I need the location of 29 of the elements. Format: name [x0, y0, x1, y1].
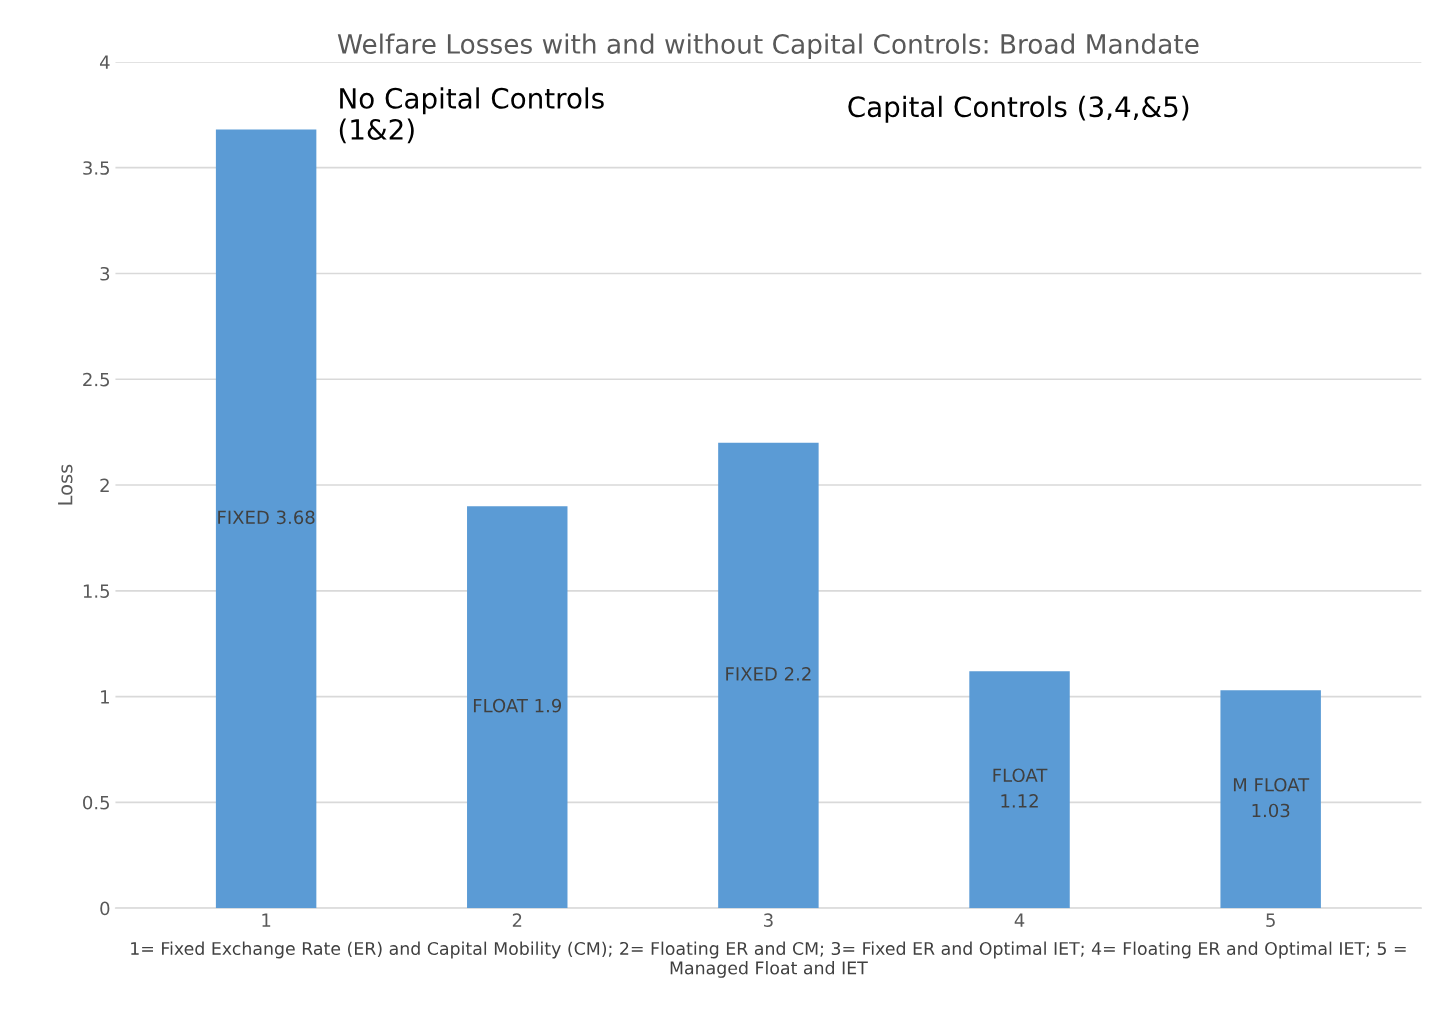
- bar: [467, 506, 568, 909]
- data-label: FLOAT 1.9: [473, 698, 562, 713]
- chart-title: Welfare Losses with and without Capital Controls: Broad Mandate: [337, 33, 1199, 60]
- x-tick-label: 4: [1014, 913, 1025, 927]
- y-tick-label: 2.5: [83, 372, 109, 387]
- y-tick-label: 3: [100, 266, 110, 281]
- y-tick-label: 1.5: [83, 584, 109, 598]
- y-tick-label: 0: [100, 901, 110, 916]
- x-tick-label: 5: [1266, 913, 1275, 927]
- x-tick-label: 1: [262, 913, 271, 927]
- y-axis-title: Loss: [58, 464, 73, 505]
- x-tick-label: 2: [512, 913, 522, 927]
- data-label: FIXED 3.68: [218, 510, 315, 525]
- y-tick-label: 2: [100, 478, 109, 492]
- bar: [718, 442, 819, 909]
- data-label: FIXED 2.2: [726, 667, 811, 681]
- y-tick-label: 1: [101, 690, 109, 704]
- y-tick-label: 4: [99, 55, 110, 69]
- data-label: FLOAT 1.12: [993, 768, 1048, 808]
- y-tick-label: 3.5: [83, 161, 109, 175]
- annotation: No Capital Controls (1&2): [339, 87, 604, 144]
- bar: [215, 129, 317, 909]
- data-label: M FLOAT 1.03: [1233, 777, 1310, 818]
- x-axis-title: 1= Fixed Exchange Rate (ER) and Capital Mobility (CM); 2= Floating ER and CM; 3= Fixed ER and Optimal IET; 4= Floating ER and Optimal IET; 5 = Managed Float and IET: [131, 941, 1406, 978]
- y-tick-label: 0.5: [83, 795, 109, 810]
- bar: [1220, 690, 1321, 909]
- bar: [969, 671, 1070, 909]
- x-tick-label: 3: [764, 913, 773, 927]
- annotation: Capital Controls (3,4,&5): [848, 95, 1189, 123]
